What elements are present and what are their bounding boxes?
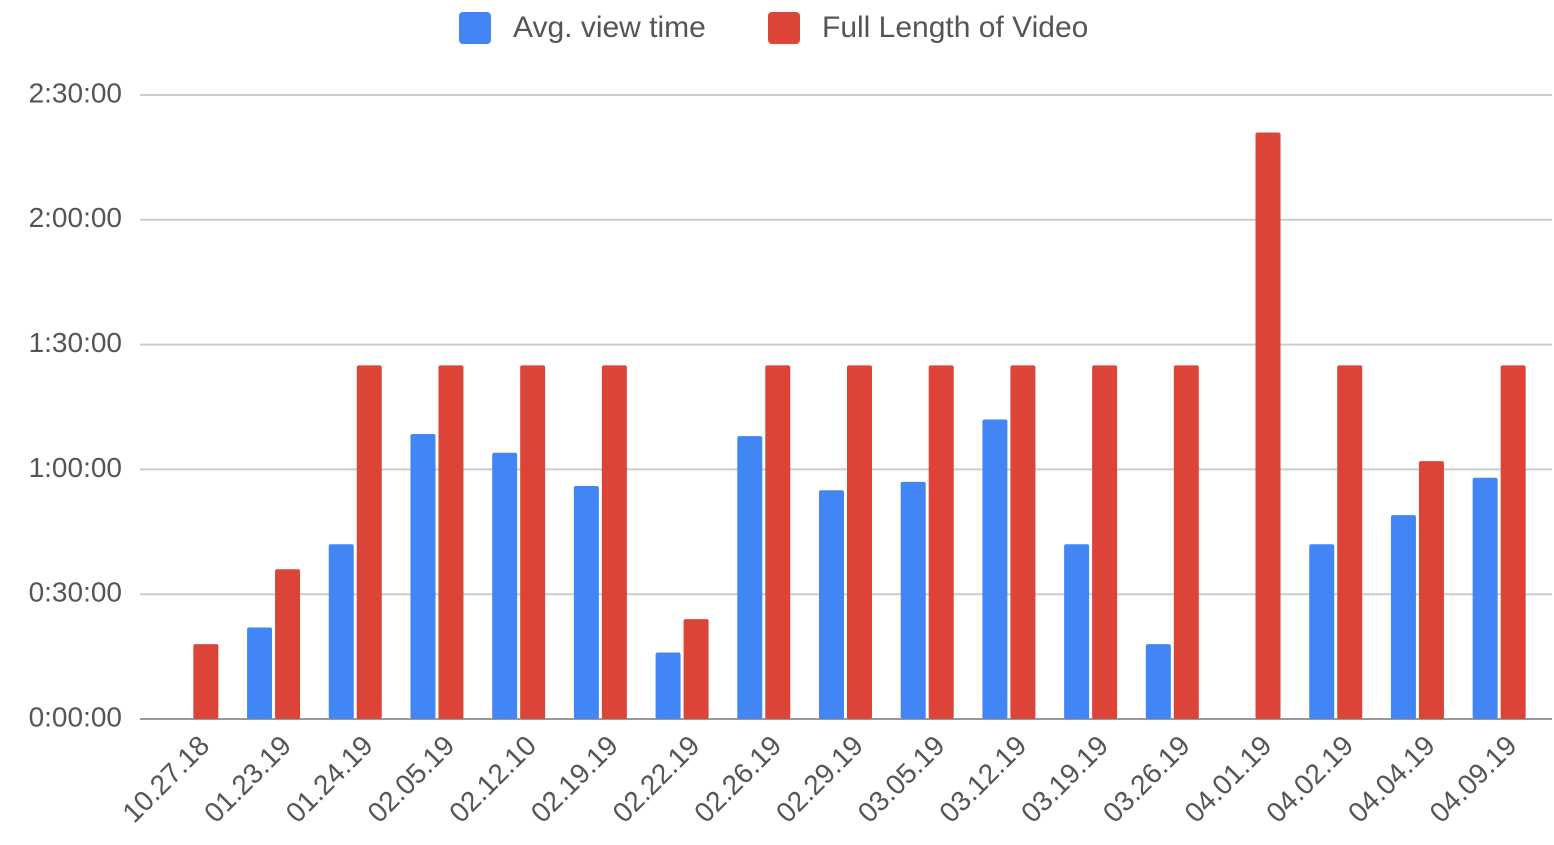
y-tick-label: 2:00:00 <box>29 202 122 233</box>
y-tick-label: 2:30:00 <box>29 77 122 108</box>
bar <box>356 365 382 719</box>
x-tick-label: 03.19.19 <box>1015 730 1114 829</box>
bar <box>601 365 627 719</box>
bar <box>410 434 436 719</box>
bar <box>328 544 354 719</box>
x-tick-label: 04.04.19 <box>1342 730 1441 829</box>
bar <box>737 436 763 719</box>
bar <box>819 490 844 719</box>
x-tick-label: 04.01.19 <box>1179 730 1278 829</box>
y-tick-label: 0:30:00 <box>29 577 122 608</box>
bar <box>492 452 518 719</box>
x-tick-label: 03.12.19 <box>933 730 1032 829</box>
x-tick-label: 02.05.19 <box>361 730 460 829</box>
x-tick-label: 02.12.10 <box>443 730 542 829</box>
y-tick-label: 1:00:00 <box>29 452 122 483</box>
bar <box>1472 477 1498 719</box>
y-tick-label: 1:30:00 <box>29 327 122 358</box>
legend-label: Avg. view time <box>513 11 706 44</box>
x-tick-label: 03.26.19 <box>1097 730 1196 829</box>
bar <box>900 481 926 719</box>
legend-swatch <box>768 12 800 44</box>
bar <box>1309 544 1335 719</box>
x-tick-label: 03.05.19 <box>852 730 951 829</box>
bar <box>847 365 872 719</box>
bar <box>520 365 546 719</box>
bar <box>1145 644 1171 719</box>
legend-swatch <box>459 12 491 44</box>
x-tick-label: 10.27.18 <box>116 730 215 829</box>
bar <box>1092 365 1118 719</box>
bar <box>247 627 273 719</box>
bar <box>573 486 599 719</box>
x-tick-label: 01.24.19 <box>280 730 379 829</box>
x-tick-label: 04.02.19 <box>1260 730 1359 829</box>
bar <box>982 419 1008 719</box>
bar <box>1390 515 1416 719</box>
bar <box>655 652 681 719</box>
y-tick-label: 0:00:00 <box>29 701 122 732</box>
bar <box>1337 365 1363 719</box>
x-tick-label: 02.19.19 <box>525 730 624 829</box>
x-tick-label: 02.22.19 <box>607 730 706 829</box>
bar <box>1173 365 1199 719</box>
bar <box>765 365 791 719</box>
bar <box>1255 132 1281 719</box>
x-tick-label: 04.09.19 <box>1424 730 1523 829</box>
bar <box>275 569 301 719</box>
legend-label: Full Length of Video <box>822 11 1088 44</box>
x-tick-label: 01.23.19 <box>198 730 297 829</box>
bar <box>438 365 464 719</box>
bar <box>1500 365 1526 719</box>
bar <box>1064 544 1090 719</box>
bar <box>928 365 954 719</box>
bar <box>683 619 709 719</box>
bar <box>1010 365 1036 719</box>
bar <box>193 644 219 719</box>
bar <box>1418 461 1444 719</box>
x-tick-label: 02.26.19 <box>688 730 787 829</box>
x-tick-label: 02.29.19 <box>770 730 869 829</box>
